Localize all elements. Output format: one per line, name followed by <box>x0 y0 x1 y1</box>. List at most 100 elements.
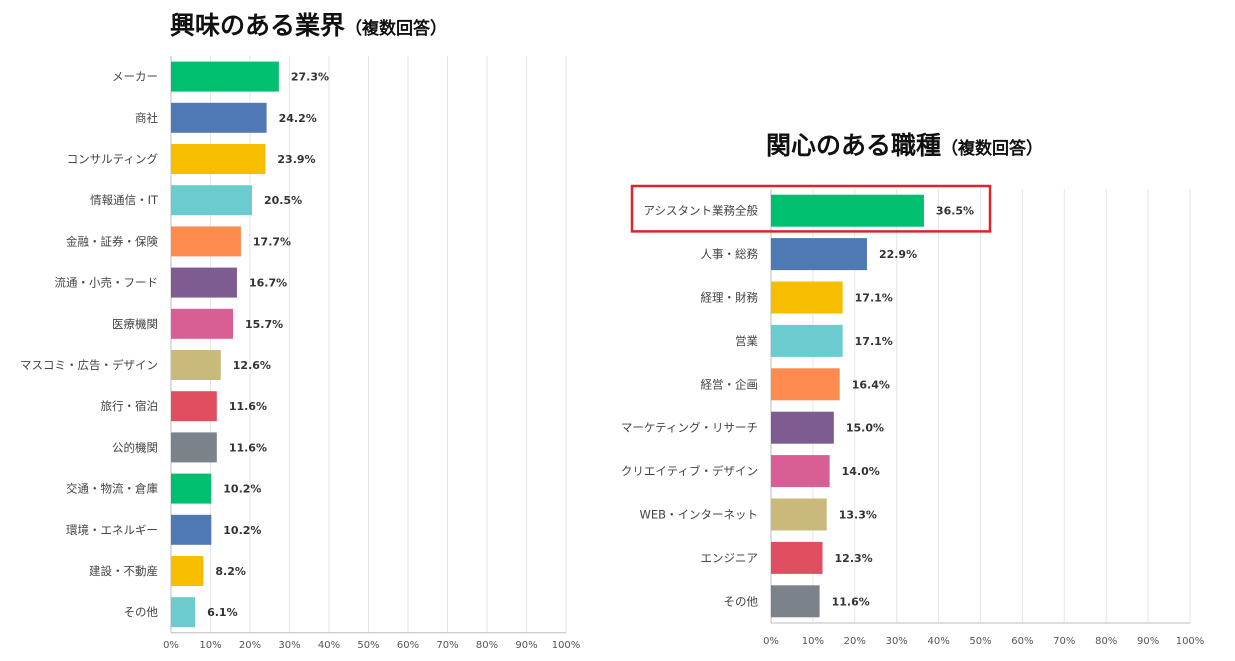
industry-x-tick-label: 100% <box>552 640 581 651</box>
chart-title-job: 関心のある職種（複数回答） <box>766 124 1043 162</box>
industry-value-label: 20.5% <box>264 194 302 207</box>
job-bar <box>771 194 924 227</box>
industry-bar <box>171 350 221 380</box>
industry-value-label: 12.6% <box>233 359 271 372</box>
industry-value-label: 11.6% <box>229 441 267 454</box>
industry-category-label: 流通・小売・フード <box>55 276 159 290</box>
industry-category-label: 医療機関 <box>112 317 158 331</box>
industry-category-label: 交通・物流・倉庫 <box>66 482 158 496</box>
job-x-tick-label: 80% <box>1095 636 1117 647</box>
job-highlight-box <box>630 184 992 233</box>
industry-value-label: 10.2% <box>223 524 261 537</box>
job-value-label: 22.9% <box>879 248 917 261</box>
job-category-label: 人事・総務 <box>701 247 759 261</box>
industry-category-label: 公的機関 <box>112 440 158 454</box>
industry-x-tick-label: 50% <box>357 640 379 651</box>
job-category-label: 営業 <box>735 334 758 348</box>
industry-bar <box>171 102 267 133</box>
industry-x-tick-label: 60% <box>397 640 419 651</box>
job-value-label: 12.3% <box>835 552 873 565</box>
industry-category-label: 旅行・宿泊 <box>101 399 159 413</box>
chart-title-job-sub: （複数回答） <box>941 139 1044 159</box>
industry-x-tick-label: 0% <box>163 640 179 651</box>
industry-value-label: 6.1% <box>207 606 238 619</box>
job-x-tick-label: 50% <box>969 636 991 647</box>
job-x-tick-label: 30% <box>886 636 908 647</box>
industry-category-label: 金融・証券・保険 <box>66 234 158 248</box>
chart-title-industry-main: 興味のある業界 <box>170 11 346 40</box>
job-value-label: 36.5% <box>936 205 974 218</box>
industry-category-label: マスコミ・広告・デザイン <box>20 358 158 372</box>
chart-title-job-main: 関心のある職種 <box>766 131 942 160</box>
job-value-label: 13.3% <box>839 509 877 522</box>
industry-bar <box>171 226 241 257</box>
job-value-label: 14.0% <box>842 465 880 478</box>
industry-value-label: 10.2% <box>223 483 261 496</box>
industry-x-tick-label: 70% <box>436 640 458 651</box>
job-bar <box>771 281 843 314</box>
industry-x-tick-label: 40% <box>318 640 340 651</box>
job-x-tick-label: 10% <box>802 636 824 647</box>
job-bar <box>771 238 867 271</box>
job-category-label: エンジニア <box>701 551 759 565</box>
job-bar <box>771 368 840 401</box>
job-category-label: 経理・財務 <box>701 291 759 305</box>
job-category-label: アシスタント業務全般 <box>643 204 758 218</box>
job-category-label: その他 <box>724 594 759 608</box>
industry-bar <box>171 144 266 174</box>
industry-category-label: コンサルティング <box>67 152 159 166</box>
industry-category-label: 情報通信・IT <box>90 193 159 207</box>
industry-value-label: 17.7% <box>253 235 291 248</box>
industry-bar <box>171 185 252 216</box>
job-category-label: WEB・インターネット <box>639 508 758 522</box>
job-category-label: マーケティング・リサーチ <box>621 421 758 435</box>
job-bar <box>771 455 830 488</box>
job-bar <box>771 541 823 574</box>
industry-bar <box>171 308 234 339</box>
job-bar <box>771 585 820 618</box>
industry-bar <box>171 267 237 298</box>
job-bar <box>771 324 843 357</box>
job-category-label: 経営・企画 <box>701 377 759 391</box>
industry-x-tick-label: 10% <box>199 640 221 651</box>
job-x-tick-label: 20% <box>844 636 866 647</box>
job-category-label: クリエイティブ・デザイン <box>621 464 758 478</box>
chart-title-industry-sub: （複数回答） <box>345 19 448 39</box>
industry-x-tick-label: 30% <box>278 640 300 651</box>
industry-value-label: 11.6% <box>229 400 267 413</box>
industry-category-label: 環境・エネルギー <box>66 523 158 537</box>
job-x-tick-label: 100% <box>1176 636 1205 647</box>
industry-value-label: 15.7% <box>245 318 283 331</box>
industry-value-label: 27.3% <box>291 71 329 84</box>
industry-x-tick-label: 90% <box>515 640 537 651</box>
chart-title-industry: 興味のある業界（複数回答） <box>170 4 447 42</box>
industry-value-label: 8.2% <box>215 565 246 578</box>
industry-x-tick-label: 80% <box>476 640 498 651</box>
industry-value-label: 24.2% <box>279 112 317 125</box>
job-bar <box>771 498 827 531</box>
industry-category-label: その他 <box>124 605 159 619</box>
industry-bar <box>171 391 217 422</box>
industry-bar <box>171 61 279 92</box>
industry-x-tick-label: 20% <box>239 640 261 651</box>
job-value-label: 17.1% <box>855 335 893 348</box>
industry-bar <box>171 432 217 463</box>
job-value-label: 16.4% <box>852 378 890 391</box>
job-value-label: 17.1% <box>855 292 893 305</box>
industry-bar <box>171 597 196 628</box>
industry-value-label: 16.7% <box>249 277 287 290</box>
industry-bar <box>171 556 204 586</box>
job-value-label: 15.0% <box>846 422 884 435</box>
industry-bar <box>171 473 212 504</box>
job-bar <box>771 411 834 444</box>
industry-bar <box>171 514 212 545</box>
job-x-tick-label: 90% <box>1137 636 1159 647</box>
job-x-tick-label: 40% <box>927 636 949 647</box>
job-x-tick-label: 0% <box>763 636 779 647</box>
industry-category-label: 商社 <box>135 111 158 125</box>
job-x-tick-label: 70% <box>1053 636 1075 647</box>
industry-value-label: 23.9% <box>277 153 315 166</box>
industry-category-label: メーカー <box>112 70 158 84</box>
job-value-label: 11.6% <box>832 595 870 608</box>
